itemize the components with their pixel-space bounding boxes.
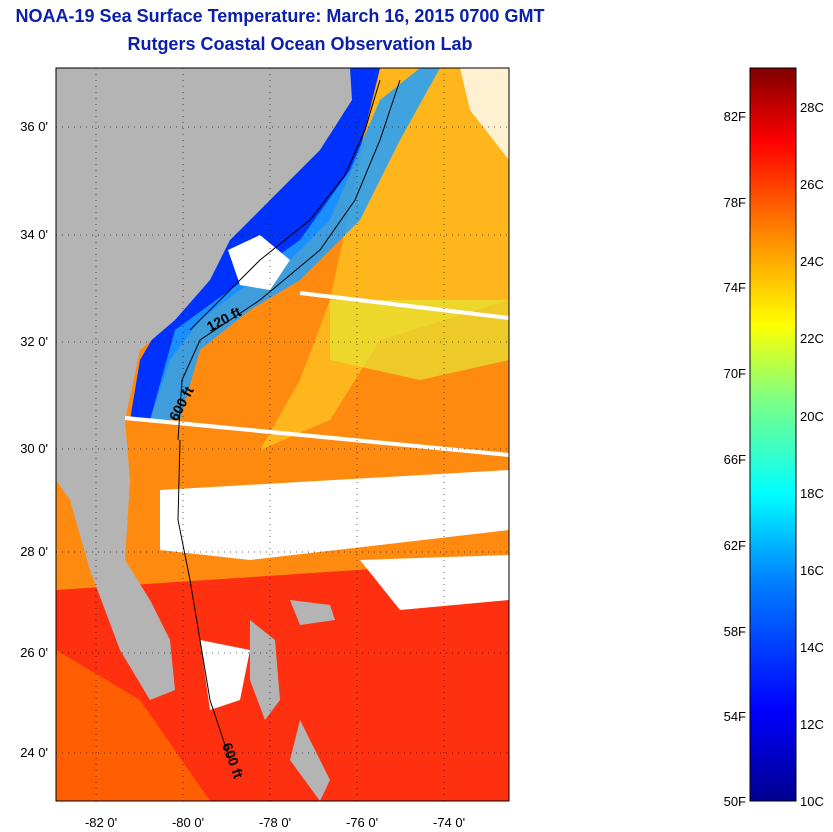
cuba-fragment [290,720,330,801]
colorbar-f-label: 54F [724,709,746,724]
lon-label: -76 0' [346,815,378,830]
map-frame [55,67,510,802]
lat-label: 34 0' [20,227,48,242]
colorbar-f-label: 74F [724,280,746,295]
lat-label: 30 0' [20,441,48,456]
cloud-patch-ne [460,68,509,160]
colorbar-c-label: 24C [800,254,824,269]
colorbar-c-label: 16C [800,563,824,578]
lon-label: -80 0' [172,815,204,830]
lat-label: 26 0' [20,645,48,660]
map-title: NOAA-19 Sea Surface Temperature: March 1… [15,6,545,26]
cool-water-band [330,300,509,380]
colorbar-celsius-labels: 28C 26C 24C 22C 20C 18C 16C 14C 12C 10C [800,100,824,809]
lat-label: 24 0' [20,745,48,760]
colorbar-f-label: 58F [724,624,746,639]
colorbar-f-label: 82F [724,109,746,124]
colorbar-c-label: 28C [800,100,824,115]
colorbar-f-label: 62F [724,538,746,553]
warm-water-band [260,68,509,450]
graticule [56,68,509,801]
colorbar-f-label: 66F [724,452,746,467]
colorbar-c-label: 22C [800,331,824,346]
swath-gap-south [124,416,509,457]
colorbar-c-label: 18C [800,486,824,501]
longitude-axis: -82 0' -80 0' -78 0' -76 0' -74 0' [85,815,465,830]
colorbar-c-label: 14C [800,640,824,655]
colorbar [749,67,797,802]
bahamas-andros [250,620,280,720]
lon-label: -74 0' [433,815,465,830]
colorbar-c-label: 12C [800,717,824,732]
map-subtitle: Rutgers Coastal Ocean Observation Lab [127,34,473,54]
lat-label: 36 0' [20,119,48,134]
colorbar-fahrenheit-labels: 82F 78F 74F 70F 66F 62F 58F 54F 50F [724,109,746,809]
colorbar-f-label: 70F [724,366,746,381]
cool-shelf-water [150,68,440,420]
colorbar-c-label: 26C [800,177,824,192]
colorbar-f-label: 78F [724,195,746,210]
lat-label: 32 0' [20,334,48,349]
cloud-band-east [360,555,509,610]
latitude-axis: 36 0' 34 0' 32 0' 30 0' 28 0' 26 0' 24 0… [20,119,48,760]
gulf-waters [56,650,210,801]
southern-warm-waters [56,560,509,801]
lat-label: 28 0' [20,544,48,559]
contour-120ft [189,79,381,331]
contour-600ft [177,79,401,441]
colorbar-f-label: 50F [724,794,746,809]
land-southeast-us [56,68,352,700]
colorbar-c-label: 20C [800,409,824,424]
lon-label: -82 0' [85,815,117,830]
swath-gap-north [299,291,509,320]
lon-label: -78 0' [259,815,291,830]
contour-600ft-south [177,439,231,761]
cloud-band-north [160,470,509,560]
bahamas-abaco [290,600,335,625]
cloud-patch-straits [200,640,250,710]
colorbar-c-label: 10C [800,794,824,809]
